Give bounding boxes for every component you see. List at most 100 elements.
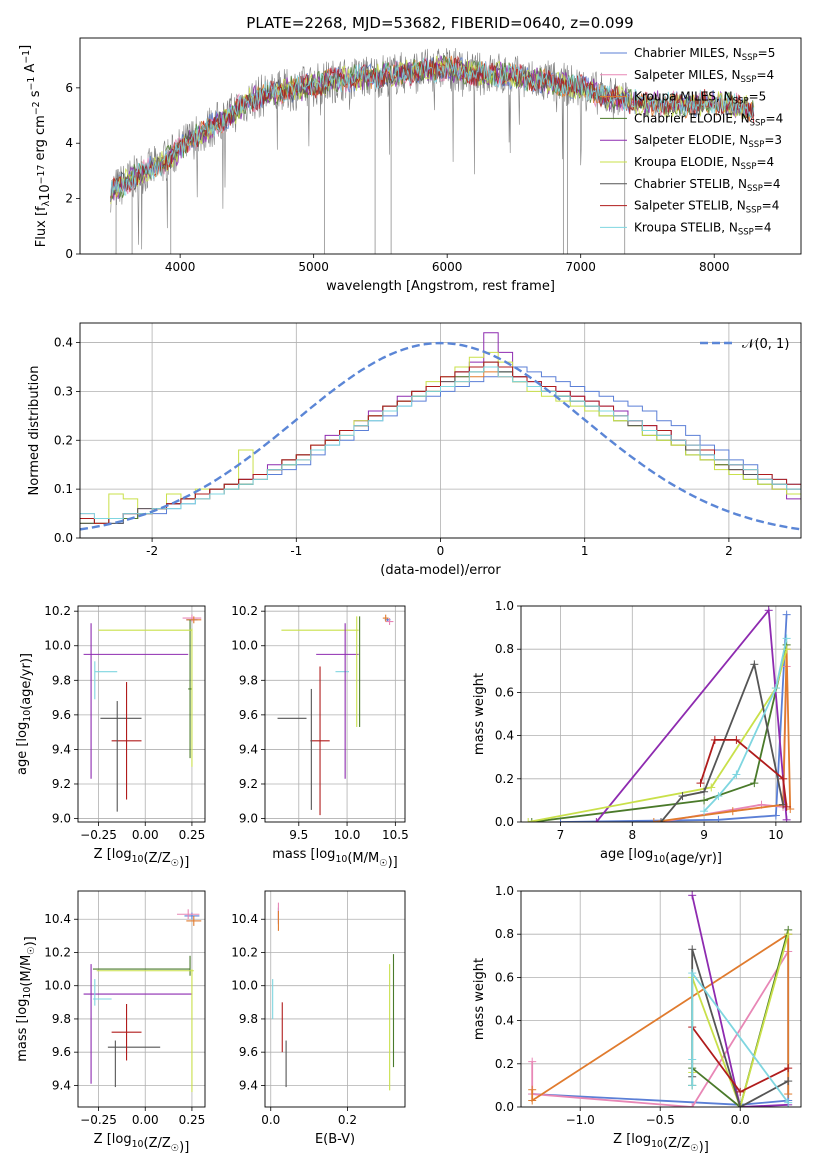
x-axis-label: mass [log10(M/M☉)] bbox=[272, 847, 398, 870]
label-part: −2 bbox=[31, 101, 42, 115]
legend-sub: SSP bbox=[750, 118, 766, 128]
y-tick-label: 9.2 bbox=[239, 777, 258, 791]
histogram-series bbox=[80, 366, 801, 519]
legend-label: Chabrier MILES, NSSP=5 bbox=[634, 46, 775, 63]
x-tick-label: 10.0 bbox=[334, 828, 361, 842]
label-part: A bbox=[23, 64, 38, 77]
x-tick-label: 9.5 bbox=[289, 828, 308, 842]
y-tick-label: 10.4 bbox=[231, 912, 258, 926]
y-tick-label: 0.3 bbox=[54, 384, 73, 398]
legend-text: Chabrier STELIB, N bbox=[634, 177, 747, 191]
label-part: Z [log bbox=[94, 1132, 132, 1147]
legend-sub: SSP bbox=[741, 75, 757, 85]
x-tick-label: −1.0 bbox=[566, 1113, 595, 1127]
plot-area bbox=[272, 902, 395, 1091]
axes-frame bbox=[520, 605, 802, 823]
axes-mass_vs_EBV: 0.0 0.2 9.4 9.6 9.8 10.0 10.2 10.4 E(B-V) bbox=[231, 890, 406, 1147]
x-axis-label: Z [log10(Z/Z☉)] bbox=[613, 1132, 709, 1155]
label-part: age [log bbox=[600, 847, 653, 862]
legend-label: Kroupa MILES, NSSP=5 bbox=[634, 90, 766, 107]
axes-spectrum: 4000 5000 6000 7000 8000 0 2 4 6 wavelength [Angs… bbox=[18, 37, 802, 294]
y-tick-label: 9.8 bbox=[52, 1012, 71, 1026]
axes-age_vs_mass: 9.5 10.0 10.5 9.0 9.2 9.4 9.6 9.8 10.0 10.2 mass [… bbox=[231, 604, 408, 870]
label-part: (Z/Z bbox=[144, 851, 171, 866]
y-tick-label: 9.4 bbox=[52, 1078, 71, 1092]
y-tick-label: 0.2 bbox=[495, 1057, 514, 1071]
y-tick-label: 10.0 bbox=[44, 639, 71, 653]
x-axis-label: wavelength [Angstrom, rest frame] bbox=[326, 279, 555, 294]
weight-series bbox=[531, 951, 789, 1107]
x-tick-label: 2 bbox=[725, 544, 733, 558]
normal-curve bbox=[80, 341, 801, 531]
y-tick-label: 9.0 bbox=[239, 812, 258, 826]
y-tick-label: 0.8 bbox=[495, 642, 514, 656]
plot-area bbox=[528, 891, 793, 1107]
legend-text: Kroupa STELIB, N bbox=[634, 220, 738, 234]
x-tick-label: 4000 bbox=[165, 260, 196, 274]
label-part: erg cm bbox=[33, 115, 48, 164]
y-tick-label: 10.2 bbox=[231, 604, 258, 618]
legend-label: Salpeter STELIB, NSSP=4 bbox=[634, 199, 779, 216]
label-part: 10 bbox=[335, 854, 347, 865]
x-axis-label: Z [log10(Z/Z☉)] bbox=[94, 1132, 190, 1155]
y-axis-label: mass [log10(M/M☉)] bbox=[15, 936, 38, 1062]
x-tick-label: 0.00 bbox=[132, 828, 159, 842]
plot-area bbox=[80, 332, 801, 531]
label-part: 10 bbox=[653, 854, 665, 865]
y-tick-label: 0.0 bbox=[495, 815, 514, 829]
axes-frame bbox=[79, 322, 802, 539]
label-part: 10 bbox=[651, 1139, 663, 1150]
y-tick-label: 0.0 bbox=[495, 1100, 514, 1114]
model-spectrum bbox=[110, 55, 755, 198]
label-part: )] bbox=[179, 1140, 189, 1155]
y-tick-label: 0.0 bbox=[54, 531, 73, 545]
plot-area bbox=[110, 48, 755, 254]
label-part: (M/M bbox=[19, 955, 34, 987]
y-tick-label: 9.6 bbox=[52, 1045, 71, 1059]
legend-text: Kroupa MILES, N bbox=[634, 90, 733, 104]
axes-age_vs_Z: −0.25 0.00 0.25 9.0 9.2 9.4 9.6 9.8 10.0 10.2 Z [l… bbox=[15, 604, 206, 870]
label-part: )] bbox=[23, 936, 38, 946]
y-tick-label: 9.6 bbox=[239, 708, 258, 722]
label-part: 10 bbox=[132, 854, 144, 865]
label-part: (Z/Z bbox=[663, 1136, 690, 1151]
label-part: (Z/Z bbox=[144, 1136, 171, 1151]
x-tick-label: −0.25 bbox=[80, 1113, 117, 1127]
axes-residuals: -2 -1 0 1 2 0.0 0.1 0.2 0.3 0.4 (data-model)/error… bbox=[27, 322, 802, 578]
label-part: −1 bbox=[26, 77, 37, 91]
legend-label: Kroupa ELODIE, NSSP=4 bbox=[634, 155, 774, 172]
axes-frame bbox=[77, 605, 206, 823]
label-part: ☉ bbox=[379, 858, 387, 869]
x-axis-label: (data-model)/error bbox=[380, 563, 501, 578]
y-tick-label: 9.0 bbox=[52, 812, 71, 826]
y-tick-label: 10.2 bbox=[44, 945, 71, 959]
weight-series bbox=[691, 895, 789, 1107]
weight-series bbox=[691, 970, 789, 1104]
legend-label: Salpeter ELODIE, NSSP=3 bbox=[634, 133, 782, 150]
label-part: −1 bbox=[21, 50, 32, 64]
legend-text: =4 bbox=[756, 155, 774, 169]
weight-series bbox=[660, 661, 784, 822]
label-part: ☉ bbox=[690, 1143, 698, 1154]
axes-mass_vs_Z: −0.25 0.00 0.25 9.4 9.6 9.8 10.0 10.2 10.4 Z [log… bbox=[15, 890, 206, 1155]
y-tick-label: 9.8 bbox=[239, 1012, 258, 1026]
label-part: ☉ bbox=[171, 858, 179, 869]
x-tick-label: 6000 bbox=[432, 260, 463, 274]
label-part: Z [log bbox=[613, 1132, 651, 1147]
axes-frame bbox=[77, 890, 206, 1108]
y-axis-label: Normed distribution bbox=[27, 366, 42, 496]
legend-sub: SSP bbox=[733, 97, 749, 107]
legend-sub: SSP bbox=[738, 227, 754, 237]
histogram-series bbox=[80, 351, 801, 524]
y-tick-label: 2 bbox=[65, 192, 73, 206]
label-part: (age/yr)] bbox=[19, 653, 34, 710]
y-tick-label: 6 bbox=[65, 81, 73, 95]
y-tick-label: 0.2 bbox=[495, 772, 514, 786]
legend-text: =4 bbox=[763, 177, 781, 191]
y-axis-label: age [log10(age/yr)] bbox=[15, 653, 34, 775]
y-tick-label: 0 bbox=[65, 247, 73, 261]
label-part: λ bbox=[41, 200, 52, 206]
x-tick-label: 0.25 bbox=[179, 828, 206, 842]
